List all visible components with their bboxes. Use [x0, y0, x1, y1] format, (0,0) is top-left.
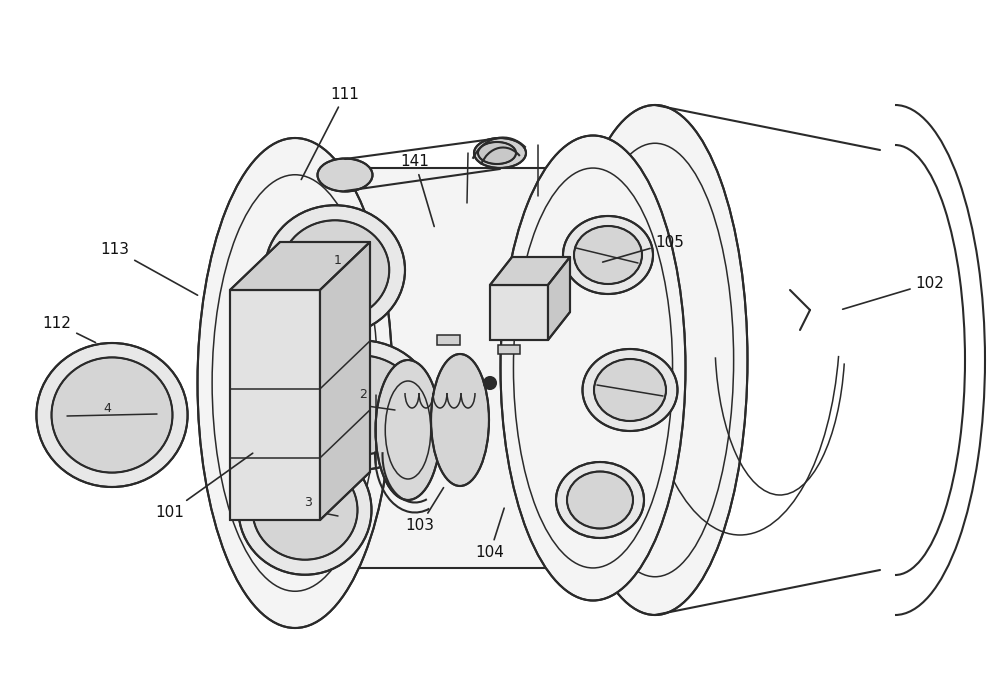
Ellipse shape [36, 343, 188, 487]
Ellipse shape [239, 446, 372, 575]
Ellipse shape [484, 377, 496, 389]
Text: 102: 102 [843, 276, 944, 309]
Text: 112: 112 [43, 316, 96, 342]
Ellipse shape [501, 135, 686, 601]
Polygon shape [498, 345, 520, 354]
Ellipse shape [431, 354, 489, 486]
Ellipse shape [556, 462, 644, 538]
Text: 4: 4 [103, 402, 111, 415]
Polygon shape [230, 242, 370, 290]
Polygon shape [490, 285, 548, 340]
Ellipse shape [563, 216, 653, 294]
Ellipse shape [281, 220, 389, 319]
Text: 141: 141 [401, 154, 434, 226]
Ellipse shape [287, 340, 434, 470]
Polygon shape [230, 290, 320, 520]
Ellipse shape [265, 206, 405, 335]
Ellipse shape [562, 105, 748, 615]
Polygon shape [548, 257, 570, 340]
Text: 3: 3 [304, 495, 312, 508]
Text: 103: 103 [406, 488, 444, 533]
Ellipse shape [574, 226, 642, 284]
Text: 2: 2 [359, 388, 367, 402]
Polygon shape [490, 257, 570, 285]
Ellipse shape [198, 138, 392, 628]
Polygon shape [295, 168, 593, 568]
Text: 113: 113 [100, 242, 198, 295]
Text: 1: 1 [334, 253, 342, 266]
Ellipse shape [376, 360, 440, 500]
Ellipse shape [582, 349, 678, 431]
Ellipse shape [567, 472, 633, 528]
Ellipse shape [478, 142, 516, 164]
Ellipse shape [52, 357, 172, 472]
Ellipse shape [302, 355, 418, 455]
Polygon shape [437, 335, 460, 345]
Ellipse shape [594, 359, 666, 421]
Text: 111: 111 [301, 87, 359, 179]
Polygon shape [320, 242, 370, 520]
Ellipse shape [474, 138, 526, 168]
Ellipse shape [252, 460, 358, 559]
Text: 101: 101 [156, 453, 253, 520]
Ellipse shape [318, 158, 372, 191]
Text: 104: 104 [476, 508, 504, 560]
Text: 105: 105 [603, 235, 684, 262]
